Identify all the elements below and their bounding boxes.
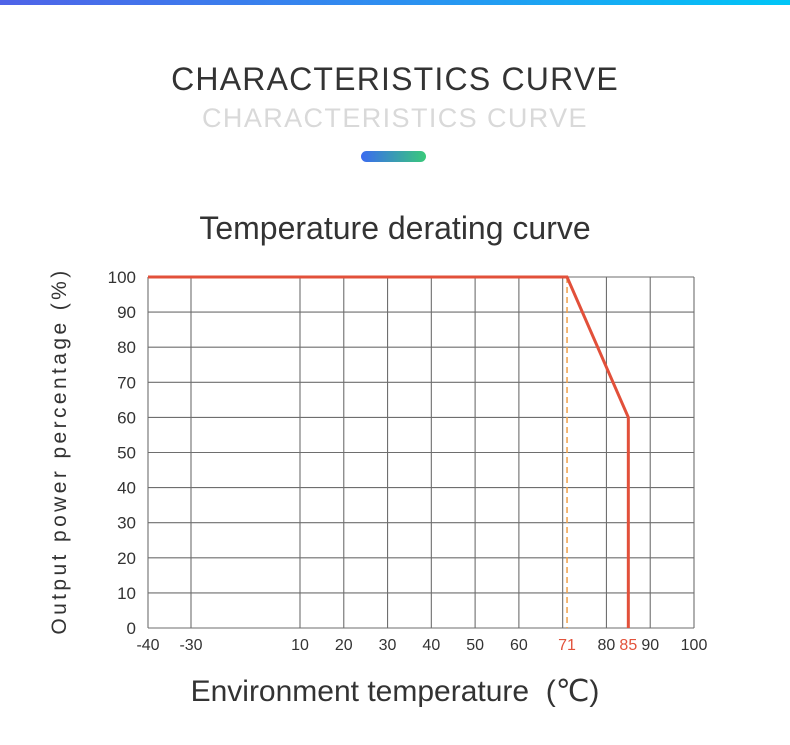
svg-text:20: 20 [117,549,136,568]
svg-text:80: 80 [598,637,616,654]
svg-text:70: 70 [117,373,136,392]
svg-text:30: 30 [379,637,397,654]
svg-text:90: 90 [117,303,136,322]
svg-text:85: 85 [619,637,637,654]
svg-text:100: 100 [108,268,136,287]
svg-text:90: 90 [641,637,659,654]
svg-text:40: 40 [422,637,440,654]
svg-text:10: 10 [117,584,136,603]
svg-text:20: 20 [335,637,353,654]
svg-text:60: 60 [510,637,528,654]
svg-text:0: 0 [127,619,136,638]
svg-text:100: 100 [681,637,708,654]
svg-text:71: 71 [558,637,576,654]
svg-text:30: 30 [117,514,136,533]
svg-text:50: 50 [466,637,484,654]
svg-text:-40: -40 [136,637,159,654]
svg-text:80: 80 [117,338,136,357]
svg-text:50: 50 [117,444,136,463]
svg-text:10: 10 [291,637,309,654]
svg-text:-30: -30 [179,637,202,654]
svg-text:60: 60 [117,408,136,427]
svg-text:40: 40 [117,479,136,498]
